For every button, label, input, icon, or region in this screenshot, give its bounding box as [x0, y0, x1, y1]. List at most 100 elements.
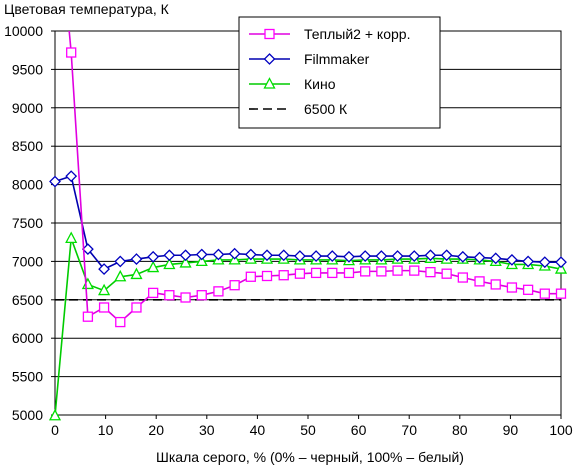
triangle-marker	[48, 408, 62, 421]
square-marker	[148, 287, 159, 299]
diamond-marker	[179, 249, 192, 262]
square-marker	[310, 267, 322, 279]
y-tick-label: 7000	[12, 253, 43, 269]
y-tick-label: 5000	[12, 407, 43, 423]
diamond-marker	[359, 250, 372, 262]
diamond-marker	[147, 250, 160, 263]
diamond-marker	[555, 256, 567, 269]
x-tick-label: 0	[51, 422, 59, 438]
square-marker	[180, 292, 191, 303]
y-tick-label: 10000	[4, 23, 43, 39]
diamond-marker	[505, 253, 518, 266]
square-marker	[539, 288, 550, 299]
square-marker	[245, 271, 256, 282]
diamond-marker	[440, 249, 453, 262]
diamond-marker	[263, 53, 276, 65]
diamond-marker	[163, 249, 176, 262]
series-square	[66, 31, 567, 328]
diamond-marker	[375, 250, 388, 262]
legend-item: Теплый2 + корр.	[249, 26, 410, 42]
square-marker	[457, 272, 468, 283]
square-marker	[294, 268, 306, 279]
triangle-marker	[130, 267, 143, 280]
y-tick-label: 9500	[12, 61, 43, 77]
series-layer	[48, 31, 568, 421]
diamond-marker	[489, 252, 502, 265]
diamond-marker	[261, 249, 273, 262]
diamond-marker	[49, 175, 61, 188]
diamond-marker	[130, 253, 143, 266]
square-marker	[490, 279, 501, 290]
y-tick-label: 6000	[12, 330, 43, 346]
square-marker	[264, 28, 275, 40]
diamond-marker	[98, 263, 111, 275]
diamond-marker	[195, 248, 208, 261]
x-tick-label: 20	[148, 422, 164, 438]
diamond-marker	[408, 250, 421, 262]
x-axis-ticks: 0 10 20 30 40 50 60 70 80 90 100	[51, 415, 573, 438]
square-marker	[360, 266, 371, 277]
diamond-marker	[391, 250, 404, 262]
square-marker	[409, 265, 420, 276]
diamond-marker	[228, 247, 241, 260]
x-tick-label: 90	[503, 422, 519, 438]
legend-item: 6500 К	[249, 101, 348, 117]
legend-item: Filmmaker	[249, 51, 370, 67]
x-tick-label: 40	[250, 422, 266, 438]
triangle-marker	[81, 277, 94, 290]
square-marker	[213, 286, 224, 297]
square-marker	[425, 267, 436, 278]
diamond-marker	[522, 255, 535, 268]
square-marker	[115, 316, 126, 328]
square-marker	[506, 282, 518, 293]
diamond-marker	[424, 249, 437, 262]
y-axis-title: Цветовая температура, К	[4, 1, 170, 17]
square-marker	[82, 311, 94, 322]
triangle-marker	[554, 262, 568, 274]
x-tick-label: 10	[98, 422, 114, 438]
y-tick-label: 8000	[12, 177, 43, 193]
triangle-marker	[195, 254, 208, 267]
square-marker	[196, 290, 207, 301]
square-marker	[555, 288, 567, 299]
square-marker	[522, 284, 534, 295]
diamond-marker	[293, 250, 306, 262]
y-axis-ticks: 5000 5500 6000 6500 7000 7500 8000 8500 9000 9500…	[4, 23, 55, 423]
y-tick-label: 9000	[12, 100, 43, 116]
x-tick-label: 100	[549, 422, 573, 438]
triangle-marker	[65, 231, 78, 244]
diamond-marker	[212, 248, 225, 261]
square-marker	[327, 267, 338, 279]
y-tick-label: 7500	[12, 215, 43, 231]
diamond-marker	[343, 250, 355, 263]
square-marker	[441, 268, 452, 279]
diamond-marker	[456, 250, 469, 263]
legend-label: Filmmaker	[304, 51, 370, 67]
x-tick-label: 60	[351, 422, 367, 438]
diamond-marker	[81, 243, 94, 256]
triangle-marker	[147, 260, 160, 273]
y-tick-label: 8500	[12, 138, 43, 154]
square-marker	[261, 270, 273, 282]
y-tick-label: 5500	[12, 369, 43, 385]
legend-label: Кино	[304, 76, 336, 92]
diamond-marker	[277, 249, 290, 262]
series-diamond	[49, 170, 567, 275]
triangle-marker	[263, 77, 276, 89]
diamond-marker	[473, 251, 486, 264]
square-marker	[66, 47, 77, 58]
diamond-marker	[310, 250, 323, 262]
square-marker	[229, 280, 240, 291]
diamond-marker	[326, 250, 339, 262]
square-marker	[131, 302, 142, 313]
diamond-marker	[65, 170, 78, 183]
square-marker	[376, 266, 387, 277]
x-tick-label: 50	[300, 422, 316, 438]
legend: Теплый2 + корр. Filmmaker Кино 6500 К	[238, 16, 441, 129]
x-tick-label: 80	[452, 422, 468, 438]
triangle-marker	[163, 257, 176, 270]
square-marker	[474, 276, 485, 287]
triangle-marker	[179, 256, 192, 268]
square-marker	[392, 265, 403, 276]
